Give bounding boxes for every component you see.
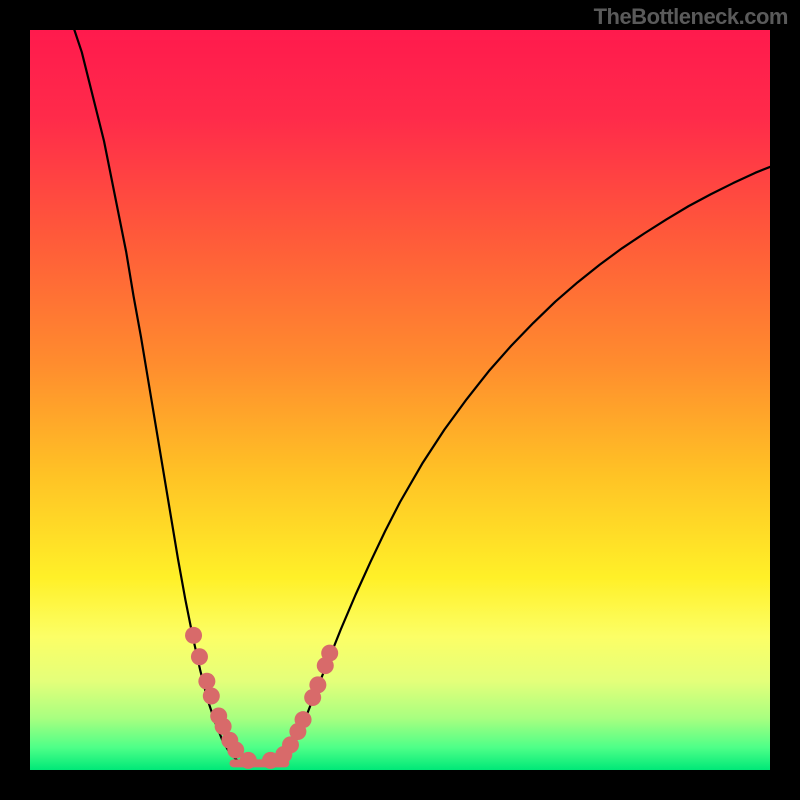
data-marker <box>191 648 208 665</box>
watermark-text: TheBottleneck.com <box>594 4 788 30</box>
chart-plot-area <box>30 30 770 770</box>
data-marker <box>321 645 338 662</box>
data-marker <box>240 752 257 769</box>
data-marker <box>309 676 326 693</box>
chart-svg <box>30 30 770 770</box>
data-marker <box>198 673 215 690</box>
data-marker <box>295 711 312 728</box>
data-marker <box>203 688 220 705</box>
data-marker <box>185 627 202 644</box>
chart-background <box>30 30 770 770</box>
